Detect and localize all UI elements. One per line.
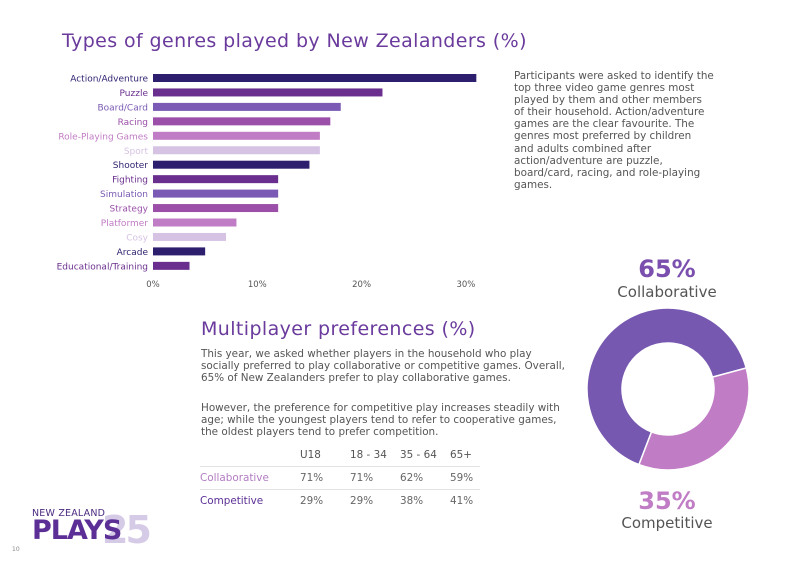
table-row-label: Competitive [200, 495, 264, 507]
bar-category-label: Sport [124, 147, 149, 157]
table-cell: 41% [450, 495, 474, 507]
bar [153, 131, 320, 140]
bar [153, 160, 310, 169]
table-header-cell: 18 - 34 [350, 449, 387, 461]
table-header-cell: 35 - 64 [400, 449, 437, 461]
competitive-percent: 35% [638, 487, 696, 515]
bar [153, 146, 320, 155]
table-cell: 59% [450, 472, 474, 484]
logo-main-text: PLAYS [32, 515, 122, 546]
bar-category-label: Platformer [101, 219, 148, 229]
x-tick-label: 20% [352, 280, 371, 290]
table-header-row: U18 18 - 34 35 - 64 65+ [200, 444, 480, 467]
table-row: Competitive 29% 29% 38% 41% [200, 489, 480, 513]
bar-category-label: Board/Card [97, 103, 148, 113]
collaborative-label: Collaborative [617, 283, 717, 301]
bar-category-label: Strategy [109, 205, 148, 215]
table-row-label: Collaborative [200, 472, 269, 484]
multiplayer-paragraph-1: This year, we asked whether players in t… [201, 348, 565, 385]
bar-category-label: Simulation [100, 190, 148, 200]
bar [153, 117, 331, 126]
table-cell: 38% [400, 495, 424, 507]
table-row: Collaborative 71% 71% 62% 59% [200, 466, 480, 490]
table-header-blank [200, 444, 300, 467]
table-header-cell: 65+ [450, 449, 472, 461]
bar-category-label: Action/Adventure [70, 75, 148, 85]
page-number: 10 [12, 546, 20, 553]
bar [153, 88, 383, 97]
x-tick-label: 30% [456, 280, 475, 290]
multiplayer-paragraph-2: However, the preference for competitive … [201, 402, 560, 439]
table-cell: 62% [400, 472, 424, 484]
bar [153, 175, 279, 184]
bar [153, 247, 206, 256]
bar [153, 189, 279, 198]
bar-category-label: Fighting [112, 176, 148, 186]
bar [153, 218, 237, 227]
bar [153, 74, 477, 82]
collaborative-percent: 65% [638, 255, 696, 283]
bar-category-label: Puzzle [120, 89, 149, 99]
bar-category-label: Racing [118, 118, 148, 128]
bar-category-label: Educational/Training [57, 262, 148, 272]
bar [153, 232, 227, 241]
bar [153, 102, 341, 111]
competitive-label: Competitive [621, 514, 713, 532]
table-cell: 29% [350, 495, 374, 507]
table-header-cell: U18 [300, 449, 321, 461]
table-cell: 71% [300, 472, 324, 484]
donut-slice [586, 307, 748, 466]
table-cell: 71% [350, 472, 374, 484]
bar-category-label: Cosy [126, 233, 148, 243]
bar [153, 204, 279, 213]
x-tick-label: 0% [146, 280, 160, 290]
bar-category-label: Arcade [117, 248, 149, 258]
participants-text: Participants were asked to identify the … [514, 70, 714, 191]
bar-category-label: Role-Playing Games [58, 132, 148, 142]
donut-slice [638, 367, 750, 471]
x-tick-label: 10% [248, 280, 267, 290]
genre-bar-chart: Action/Adventure Puzzle Board/Card Racing Ro… [57, 74, 477, 290]
multiplayer-title: Multiplayer preferences (%) [201, 318, 476, 340]
bar-category-label: Shooter [113, 161, 148, 171]
logo-year: 25 [102, 508, 152, 552]
preference-table: U18 18 - 34 35 - 64 65+ Collaborative 71… [200, 444, 480, 512]
table-cell: 29% [300, 495, 324, 507]
chart-title: Types of genres played by New Zealanders… [62, 30, 527, 52]
logo-top-text: NEW ZEALAND [32, 508, 106, 519]
bar [153, 261, 190, 270]
preference-donut-chart [586, 307, 750, 471]
